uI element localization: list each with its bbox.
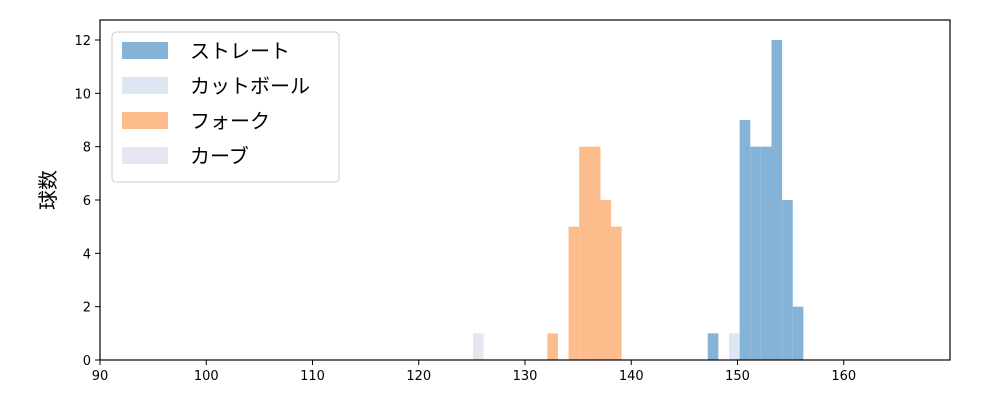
y-tick-label: 6: [83, 194, 91, 209]
legend-swatch: [122, 42, 168, 59]
bar-0-6: [792, 306, 804, 360]
bar-0-1: [739, 120, 751, 360]
y-tick-label: 12: [74, 34, 91, 49]
y-tick-label: 8: [83, 141, 91, 156]
legend-label: カーブ: [190, 144, 249, 168]
y-tick-label: 0: [83, 354, 91, 369]
bar-2-2: [579, 146, 590, 360]
x-tick-label: 130: [513, 369, 538, 384]
bar-0-5: [782, 200, 793, 360]
legend-swatch: [122, 112, 168, 129]
legend-swatch: [122, 77, 168, 94]
bar-0-0: [707, 333, 719, 360]
x-tick-label: 140: [619, 369, 644, 384]
legend-label: カットボール: [190, 74, 310, 98]
x-tick-label: 90: [92, 369, 109, 384]
x-tick-label: 100: [194, 369, 219, 384]
x-tick-label: 150: [725, 369, 750, 384]
bar-0-2: [750, 146, 761, 360]
legend-label: フォーク: [190, 109, 270, 133]
y-tick-label: 10: [74, 87, 91, 102]
bar-2-3: [589, 146, 601, 360]
bar-2-5: [611, 226, 622, 360]
y-tick-label: 4: [83, 247, 91, 262]
legend-label: ストレート: [190, 39, 290, 63]
x-tick-label: 110: [300, 369, 325, 384]
bar-1-0: [729, 333, 740, 360]
bar-2-0: [547, 333, 558, 360]
y-tick-label: 2: [83, 301, 91, 316]
bar-2-1: [568, 226, 580, 360]
bar-0-3: [760, 146, 772, 360]
bar-2-4: [600, 200, 612, 360]
x-tick-label: 120: [406, 369, 431, 384]
x-tick-label: 160: [831, 369, 856, 384]
legend-swatch: [122, 147, 168, 164]
y-axis-label: 球数: [36, 170, 60, 210]
bar-0-4: [771, 40, 783, 360]
bar-3-0: [472, 333, 484, 360]
